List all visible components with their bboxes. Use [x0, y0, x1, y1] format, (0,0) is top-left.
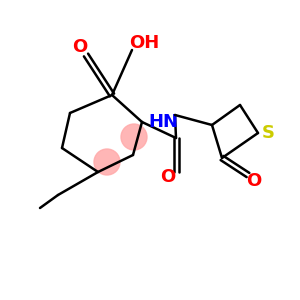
Text: OH: OH	[129, 34, 159, 52]
Circle shape	[94, 149, 120, 175]
Text: HN: HN	[148, 113, 178, 131]
Text: O: O	[160, 168, 175, 186]
Text: O: O	[72, 38, 88, 56]
Circle shape	[121, 124, 147, 150]
Text: O: O	[246, 172, 262, 190]
Text: S: S	[262, 124, 275, 142]
